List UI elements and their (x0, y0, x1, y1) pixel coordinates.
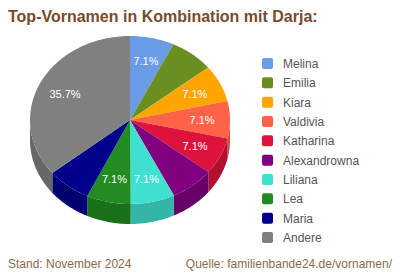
legend-swatch (262, 193, 273, 204)
legend-swatch (262, 213, 273, 224)
legend-label: Katharina (283, 134, 335, 148)
footer-note: Stand: November 2024 (8, 257, 132, 271)
legend-swatch (262, 155, 273, 166)
data-label: 7.1% (133, 55, 158, 67)
legend-swatch (262, 97, 273, 108)
data-label: 7.1% (189, 114, 214, 126)
slice (30, 36, 130, 173)
data-label: 7.1% (134, 173, 159, 185)
chart: Top-Vornamen in Kombination mit Darja: 7.… (0, 0, 400, 276)
legend-label: Maria (283, 212, 313, 226)
slice (130, 120, 174, 204)
legend-swatch (262, 232, 273, 243)
legend-label: Andere (283, 231, 322, 245)
data-label: 7.1% (182, 88, 207, 100)
legend-swatch (262, 116, 273, 127)
legend-swatch (262, 174, 273, 185)
legend-swatch (262, 77, 273, 88)
legend-label: Valdivia (283, 115, 324, 129)
data-label: 7.1% (182, 140, 207, 152)
title: Top-Vornamen in Kombination mit Darja: (8, 8, 318, 25)
legend-label: Alexandrowna (283, 154, 359, 168)
legend-label: Melina (283, 57, 319, 71)
data-label: 7.1% (102, 173, 127, 185)
pie (30, 36, 230, 224)
legend-label: Liliana (283, 173, 318, 187)
legend: Melina Emilia Kiara Valdivia Katharina Alexan… (262, 57, 359, 245)
footer-note: Quelle: familienbande24.de/vornamen/ (186, 257, 393, 271)
data-label: 35.7% (49, 88, 80, 100)
legend-label: Emilia (283, 76, 316, 90)
legend-swatch (262, 135, 273, 146)
legend-swatch (262, 58, 273, 69)
legend-label: Kiara (283, 96, 311, 110)
legend-label: Lea (283, 192, 303, 206)
